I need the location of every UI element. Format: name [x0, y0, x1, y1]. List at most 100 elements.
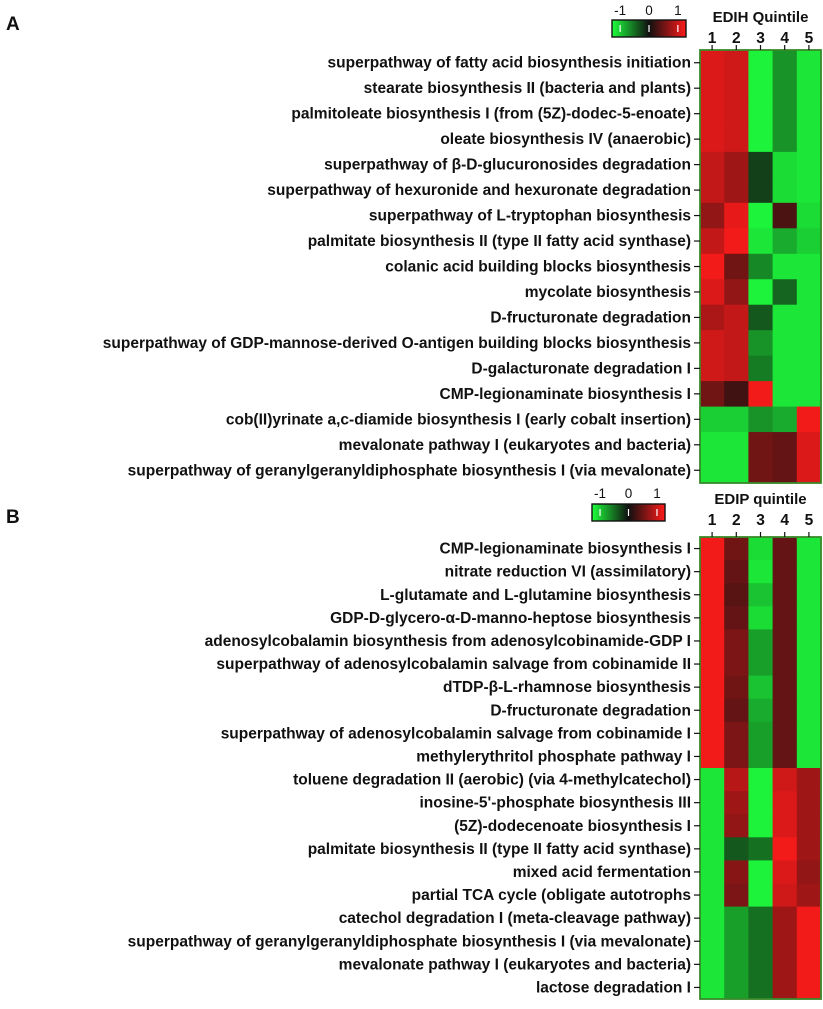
heatmap-cell: [748, 768, 774, 792]
heatmap-cell: [724, 304, 749, 331]
row-label: superpathway of GDP-mannose-derived O-an…: [103, 335, 691, 352]
heatmap-cell: [772, 814, 798, 838]
heatmap-cell: [700, 860, 725, 885]
row-label: superpathway of geranylgeranyldiphosphat…: [128, 462, 691, 479]
heatmap-cell: [748, 100, 774, 128]
row-label: D-fructuronate degradation: [490, 309, 691, 326]
row-label: D-galacturonate degradation I: [471, 360, 691, 377]
heatmap-cell: [772, 860, 798, 885]
heatmap-cell: [772, 253, 798, 280]
heatmap-cell: [724, 126, 749, 153]
heatmap-cell: [772, 75, 798, 102]
heatmap-cell: [772, 583, 798, 607]
heatmap-cell: [772, 126, 798, 153]
heatmap-cell: [724, 652, 749, 677]
heatmap-cell: [724, 560, 749, 584]
heatmap-cell: [748, 406, 774, 433]
row-label: superpathway of adenosylcobalamin salvag…: [216, 656, 691, 673]
heatmap-cell: [772, 929, 798, 954]
heatmap-cell: [796, 929, 822, 954]
row-label: adenosylcobalamin biosynthesis from aden…: [205, 633, 691, 650]
heatmap-cell: [700, 279, 725, 306]
heatmap-cell: [724, 253, 749, 280]
heatmap-cell: [796, 675, 822, 700]
heatmap-cell: [700, 768, 725, 792]
heatmap-cell: [796, 791, 822, 815]
heatmap-cell: [700, 883, 725, 908]
colorbar-tick-label: -1: [614, 3, 626, 18]
heatmap-cell: [724, 537, 749, 561]
heatmap-cell: [796, 202, 822, 229]
heatmap-cell: [796, 744, 822, 769]
heatmap-cell: [796, 883, 822, 908]
heatmap-cell: [700, 432, 725, 459]
colorbar-tick-label: 0: [645, 3, 653, 18]
heatmap-cell: [796, 177, 822, 204]
heatmap-cell: [748, 304, 774, 331]
heatmap-cell: [700, 606, 725, 630]
heatmap-cell: [748, 929, 774, 954]
row-label: palmitate biosynthesis II (type II fatty…: [308, 841, 691, 858]
heatmap-cell: [796, 560, 822, 584]
row-label: mevalonate pathway I (eukaryotes and bac…: [339, 437, 691, 454]
heatmap-cell: [748, 606, 774, 630]
column-label: 3: [756, 30, 765, 47]
heatmap-cell: [724, 177, 749, 204]
heatmap-cell: [724, 606, 749, 630]
heatmap-cell: [748, 228, 774, 255]
heatmap-cell: [700, 177, 725, 204]
row-label: superpathway of β-D-glucuronosides degra…: [324, 157, 691, 174]
row-label: oleate biosynthesis IV (anaerobic): [440, 131, 691, 148]
heatmap-cell: [796, 50, 822, 77]
column-label: 4: [780, 512, 789, 529]
colorbar-tick-label: 1: [653, 486, 661, 501]
heatmap-cell: [772, 675, 798, 700]
heatmap-cell: [772, 768, 798, 792]
row-label: catechol degradation I (meta-cleavage pa…: [339, 910, 691, 927]
panel-label: A: [6, 14, 20, 35]
heatmap-cell: [772, 279, 798, 306]
heatmap-cell: [796, 151, 822, 178]
heatmap-cell: [748, 883, 774, 908]
heatmap-cell: [748, 432, 774, 459]
heatmap-cell: [748, 560, 774, 584]
heatmap-cell: [724, 330, 749, 357]
heatmap-cell: [796, 100, 822, 128]
heatmap-cell: [748, 675, 774, 700]
heatmap-cell: [796, 432, 822, 459]
heatmap-cell: [700, 837, 725, 861]
heatmap-cell: [748, 126, 774, 153]
row-label: palmitate biosynthesis II (type II fatty…: [308, 233, 691, 250]
column-label: 4: [780, 30, 789, 47]
heatmap-cell: [700, 202, 725, 229]
heatmap-cell: [724, 929, 749, 954]
heatmap-cell: [772, 698, 798, 723]
heatmap-cell: [700, 906, 725, 931]
row-label: palmitoleate biosynthesis I (from (5Z)-d…: [291, 106, 691, 123]
row-label: superpathway of hexuronide and hexuronat…: [267, 182, 691, 199]
heatmap-cell: [772, 560, 798, 584]
heatmap-cell: [772, 228, 798, 255]
heatmap-cell: [700, 814, 725, 838]
heatmap-cell: [700, 406, 725, 433]
heatmap-cell: [772, 457, 798, 484]
heatmap-cell: [772, 652, 798, 677]
heatmap-cell: [772, 100, 798, 128]
heatmap-cell: [772, 432, 798, 459]
heatmap-cell: [724, 791, 749, 815]
heatmap-cell: [748, 906, 774, 931]
heatmap-cell: [724, 202, 749, 229]
row-label: CMP-legionaminate biosynthesis I: [440, 541, 692, 558]
heatmap-cell: [748, 860, 774, 885]
heatmap-cell: [700, 560, 725, 584]
heatmap-cell: [748, 837, 774, 861]
heatmap-cell: [724, 906, 749, 931]
heatmap-cell: [724, 883, 749, 908]
heatmap-cell: [724, 406, 749, 433]
heatmap-cell: [796, 253, 822, 280]
row-label: nitrate reduction VI (assimilatory): [445, 564, 691, 581]
heatmap-cell: [700, 151, 725, 178]
heatmap-cell: [796, 304, 822, 331]
heatmap-cell: [772, 330, 798, 357]
row-label: mycolate biosynthesis: [525, 284, 691, 301]
